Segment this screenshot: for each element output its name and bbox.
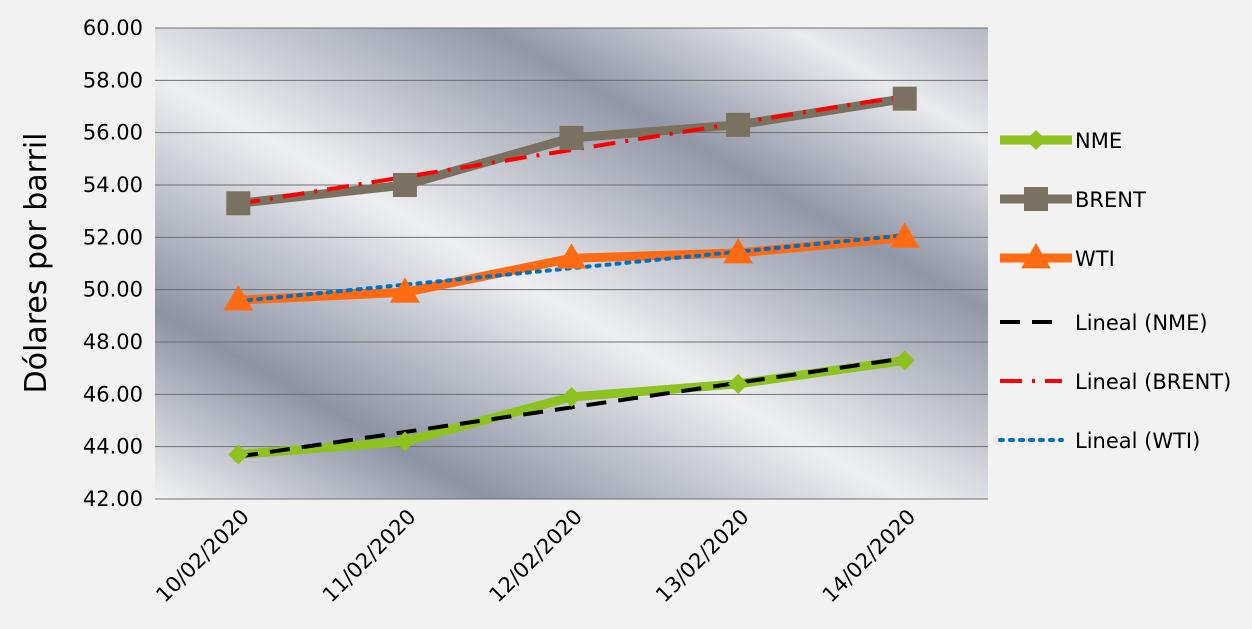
data-point-brent — [892, 86, 917, 111]
data-point-nme — [728, 373, 749, 394]
y-tick-label: 48.00 — [83, 330, 143, 354]
y-tick-label: 56.00 — [83, 121, 143, 145]
legend-item: Lineal (WTI) — [998, 429, 1200, 453]
x-axis-ticks: 10/02/2020 11/02/2020 12/02/2020 13/02/2020… — [151, 505, 920, 608]
y-tick-label: 46.00 — [83, 382, 143, 406]
x-tick-label: 14/02/2020 — [818, 505, 921, 608]
legend: NME BRENT WTI Lineal (NME) Lineal (BRENT) Lin… — [998, 129, 1231, 453]
data-point-brent — [226, 191, 251, 216]
series-markers — [223, 86, 920, 465]
data-point-brent — [559, 125, 584, 150]
y-tick-label: 58.00 — [83, 68, 143, 92]
data-point-nme — [394, 431, 415, 452]
y-tick-label: 60.00 — [83, 16, 143, 40]
legend-item: WTI — [1000, 243, 1115, 271]
data-point-nme — [894, 350, 915, 371]
data-point-nme — [561, 386, 582, 407]
legend-item: Lineal (NME) — [1000, 311, 1208, 335]
legend-item: BRENT — [1000, 187, 1146, 212]
y-axis-ticks: 42.00 44.00 46.00 48.00 50.00 52.00 54.00 56.00… — [83, 16, 143, 511]
legend-label: Lineal (NME) — [1075, 311, 1208, 335]
legend-label: BRENT — [1075, 188, 1146, 212]
data-point-brent — [392, 173, 417, 197]
y-axis-label: Dólares por barril — [19, 133, 54, 394]
legend-marker — [1021, 243, 1051, 269]
legend-label: WTI — [1075, 247, 1115, 271]
x-tick-label: 13/02/2020 — [651, 505, 754, 608]
data-point-wti — [889, 222, 920, 248]
y-tick-label: 42.00 — [83, 487, 143, 511]
y-tick-label: 50.00 — [83, 278, 143, 302]
data-point-brent — [726, 112, 751, 137]
legend-label: Lineal (WTI) — [1075, 429, 1200, 453]
data-point-wti — [723, 238, 754, 264]
legend-label: Lineal (BRENT) — [1075, 370, 1231, 394]
data-point-wti — [223, 285, 254, 311]
x-tick-label: 10/02/2020 — [151, 505, 254, 608]
x-tick-label: 11/02/2020 — [318, 505, 421, 608]
legend-item: NME — [1000, 129, 1122, 153]
data-point-wti — [556, 243, 587, 269]
y-tick-label: 52.00 — [83, 225, 143, 249]
legend-marker — [1026, 130, 1046, 150]
trendline-nme — [238, 356, 905, 459]
data-point-nme — [228, 444, 249, 465]
data-point-wti — [389, 277, 420, 303]
y-tick-label: 44.00 — [83, 435, 143, 459]
legend-marker — [1024, 187, 1048, 211]
legend-label: NME — [1075, 129, 1122, 153]
x-tick-label: 12/02/2020 — [484, 505, 587, 608]
legend-item: Lineal (BRENT) — [1000, 370, 1231, 394]
y-tick-label: 54.00 — [83, 173, 143, 197]
